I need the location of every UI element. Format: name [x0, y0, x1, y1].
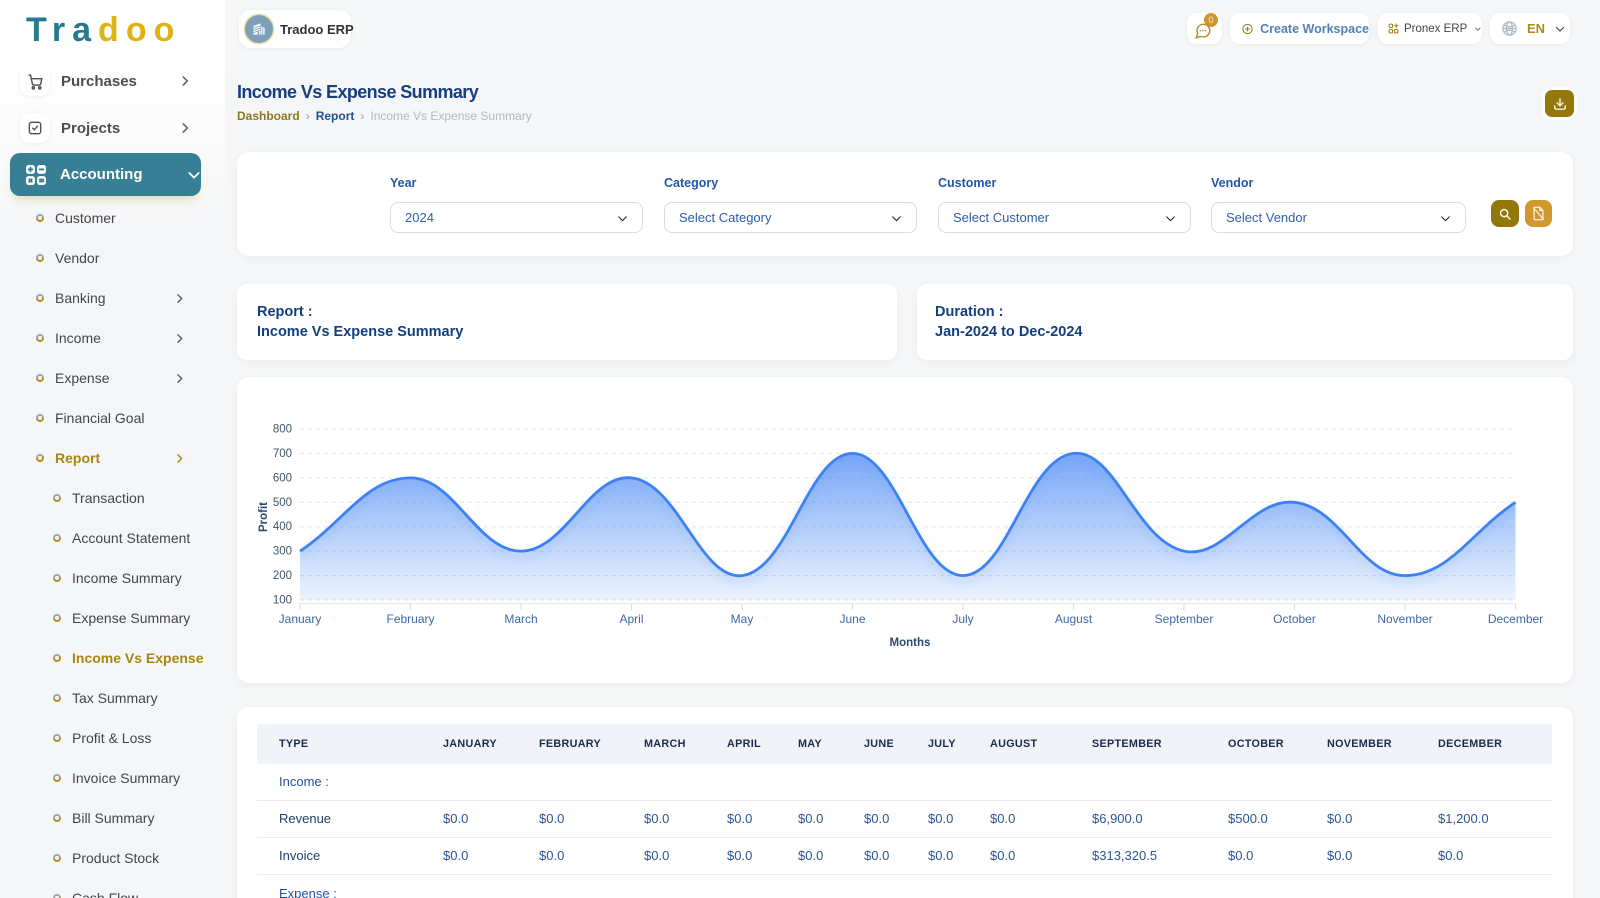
svg-text:Profit: Profit — [258, 502, 270, 532]
svg-text:300: 300 — [273, 546, 292, 558]
svg-text:200: 200 — [273, 570, 292, 582]
svg-text:October: October — [1273, 612, 1316, 626]
svg-text:500: 500 — [273, 497, 292, 509]
svg-text:June: June — [839, 612, 865, 626]
svg-text:December: December — [1488, 612, 1543, 626]
svg-text:600: 600 — [273, 472, 292, 484]
svg-text:100: 100 — [273, 595, 292, 607]
svg-text:700: 700 — [273, 448, 292, 460]
svg-text:July: July — [952, 612, 973, 626]
svg-text:March: March — [504, 612, 537, 626]
svg-text:Months: Months — [890, 637, 931, 649]
svg-text:January: January — [279, 612, 322, 626]
svg-text:May: May — [731, 612, 754, 626]
svg-text:November: November — [1377, 612, 1432, 626]
svg-text:800: 800 — [273, 424, 292, 436]
svg-text:September: September — [1155, 612, 1214, 626]
svg-text:February: February — [386, 612, 434, 626]
svg-text:August: August — [1055, 612, 1093, 626]
svg-text:400: 400 — [273, 521, 292, 533]
svg-text:April: April — [619, 612, 643, 626]
